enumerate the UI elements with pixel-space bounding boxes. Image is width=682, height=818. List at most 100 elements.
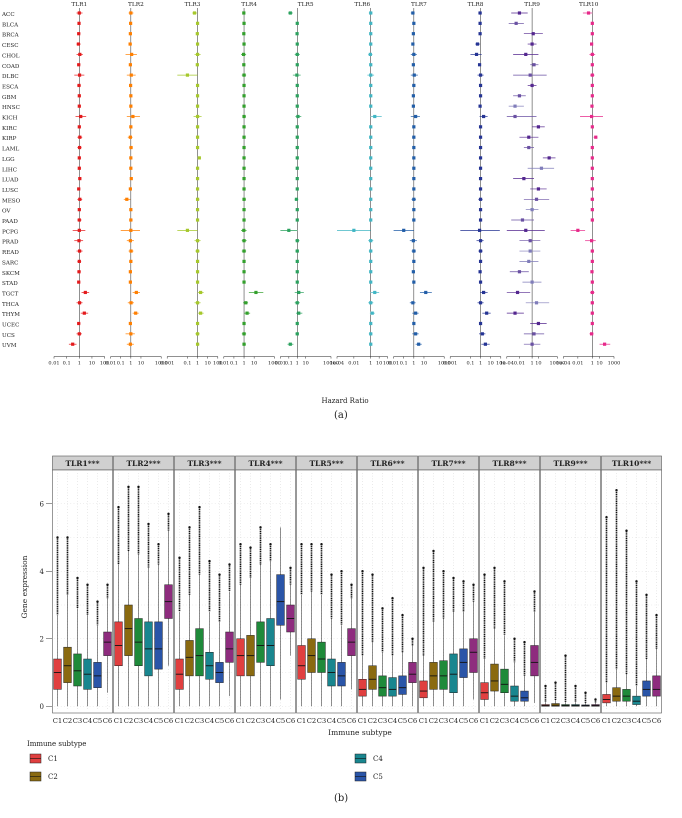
- forest-series-header: TLR8: [468, 2, 484, 8]
- box-outlier-max: [635, 580, 638, 583]
- forest-point: [590, 42, 594, 46]
- forest-point: [195, 114, 200, 119]
- box-iqr: [622, 689, 631, 702]
- forest-row-label: COAD: [2, 64, 20, 70]
- forest-row-label: PAAD: [2, 219, 18, 225]
- forest-x-tick-label: 1000: [438, 361, 451, 367]
- forest-x-tick-label: 100: [383, 361, 393, 367]
- box-x-tick-label: C5: [581, 717, 591, 725]
- forest-x-tick-label: 1e-04: [330, 361, 344, 367]
- box-outlier-max: [147, 522, 150, 526]
- forest-row-label: OV: [2, 209, 11, 215]
- box-outlier-max: [513, 637, 516, 640]
- forest-point: [77, 259, 81, 263]
- box-iqr: [73, 653, 82, 687]
- box-iqr: [510, 685, 519, 702]
- box-outlier-max: [167, 512, 170, 516]
- forest-point: [402, 228, 406, 232]
- forest-point: [369, 301, 373, 305]
- forest-point: [195, 125, 200, 129]
- forest-x-tick-label: 0.1: [117, 361, 125, 367]
- box-iqr: [195, 628, 204, 677]
- box-x-tick-label: C1: [419, 717, 429, 725]
- forest-point: [242, 83, 246, 88]
- forest-point: [242, 32, 246, 36]
- forest-point: [77, 125, 81, 129]
- forest-point: [295, 301, 299, 305]
- forest-point: [412, 208, 416, 212]
- forest-row-label: GBM: [2, 95, 17, 101]
- forest-point: [352, 228, 356, 232]
- box-x-tick-label: C3: [561, 717, 571, 725]
- forest-row-label: UVM: [2, 343, 17, 349]
- forest-point: [478, 21, 482, 25]
- box-outlier-max: [655, 613, 658, 617]
- forest-point: [369, 249, 373, 253]
- forest-point: [478, 301, 483, 305]
- forest-point: [295, 145, 299, 150]
- forest-point: [368, 52, 372, 56]
- forest-point: [288, 11, 292, 15]
- forest-point: [590, 104, 594, 108]
- forest-point: [517, 94, 522, 98]
- forest-point: [369, 73, 373, 77]
- forest-point: [78, 197, 82, 201]
- forest-point: [197, 156, 201, 160]
- box-x-tick-label: C3: [439, 717, 449, 725]
- forest-point: [77, 208, 81, 212]
- forest-x-tick-label: 1: [412, 361, 415, 367]
- box-outlier-max: [178, 556, 181, 559]
- forest-point: [129, 83, 133, 88]
- forest-row-label: KIRC: [2, 126, 17, 132]
- forest-point: [242, 208, 246, 212]
- forest-point: [369, 11, 373, 15]
- forest-point: [83, 290, 87, 295]
- forest-point: [590, 52, 594, 56]
- box-iqr: [388, 677, 397, 697]
- forest-row-label: KICH: [2, 116, 18, 122]
- forest-point: [77, 321, 81, 326]
- forest-point: [515, 290, 520, 295]
- box-y-tick-label: 4: [40, 568, 45, 576]
- forest-point: [373, 290, 377, 295]
- forest-point: [590, 301, 594, 305]
- forest-point: [195, 321, 200, 326]
- box-x-tick-label: C1: [175, 717, 185, 725]
- forest-point: [369, 321, 373, 326]
- forest-point: [78, 177, 82, 181]
- forest-point: [129, 301, 133, 305]
- forest-point: [131, 114, 135, 119]
- forest-row-label: SKCM: [2, 271, 20, 277]
- forest-point: [478, 270, 482, 274]
- forest-point: [254, 290, 258, 295]
- box-x-tick-label: C2: [368, 717, 378, 725]
- forest-point: [411, 63, 415, 67]
- box-iqr: [612, 687, 621, 702]
- forest-point: [369, 332, 373, 336]
- forest-point: [517, 11, 522, 15]
- forest-point: [295, 21, 299, 25]
- forest-x-tick-label: 0.001: [160, 361, 174, 367]
- forest-point: [369, 32, 373, 36]
- forest-point: [369, 145, 373, 150]
- forest-point: [78, 135, 82, 139]
- box-x-tick-label: C2: [246, 717, 256, 725]
- forest-point: [369, 135, 373, 139]
- forest-point: [522, 177, 526, 181]
- forest-point: [242, 270, 246, 274]
- forest-point: [134, 311, 138, 315]
- forest-point: [294, 197, 299, 201]
- forest-point: [528, 73, 532, 77]
- forest-point: [242, 145, 246, 150]
- box-iqr: [358, 679, 367, 697]
- forest-point: [242, 104, 246, 108]
- forest-point: [412, 135, 416, 139]
- forest-point: [195, 208, 200, 212]
- forest-point: [369, 63, 373, 67]
- forest-point: [77, 156, 81, 160]
- forest-series-header: TLR7: [411, 2, 427, 8]
- forest-x-tick-label: 0.01: [218, 361, 229, 367]
- box-x-tick-label: C1: [114, 717, 124, 725]
- forest-point: [590, 73, 594, 77]
- forest-point: [369, 218, 373, 222]
